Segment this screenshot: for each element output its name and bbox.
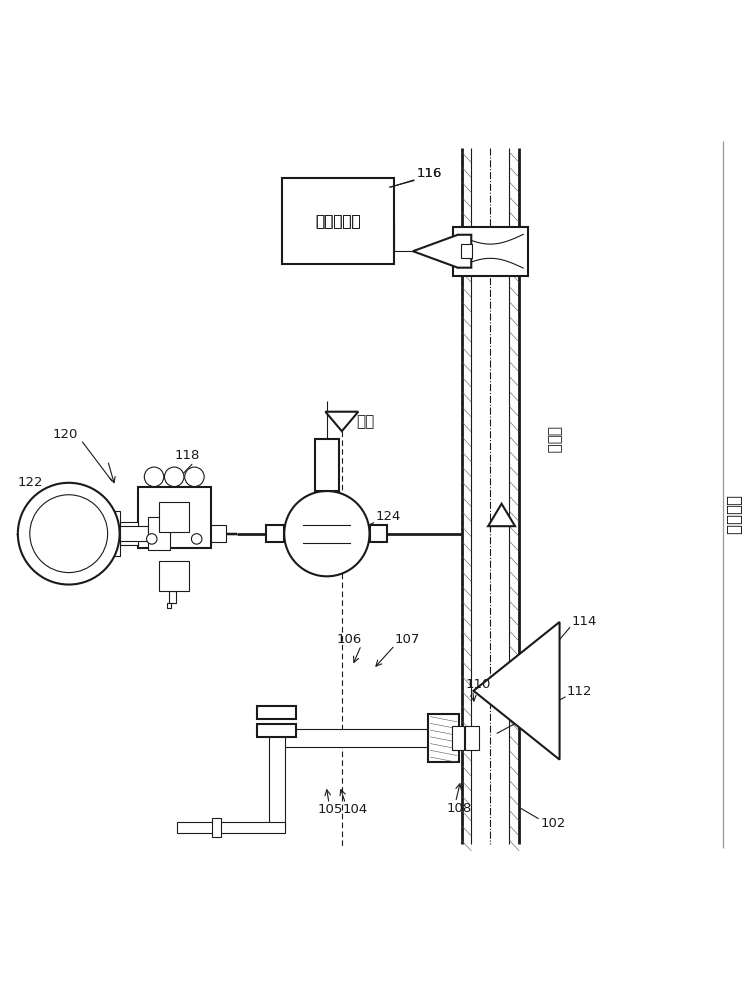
Circle shape bbox=[284, 491, 369, 576]
Bar bbox=[213, 818, 222, 837]
Text: 110: 110 bbox=[466, 678, 490, 691]
Polygon shape bbox=[325, 412, 358, 431]
Text: 122: 122 bbox=[18, 476, 44, 489]
Bar bbox=[167, 603, 171, 608]
Bar bbox=[453, 227, 528, 276]
Text: 蒸汽流: 蒸汽流 bbox=[546, 426, 561, 454]
Text: 温度传感器: 温度传感器 bbox=[315, 214, 361, 229]
Circle shape bbox=[144, 467, 164, 487]
Bar bbox=[177, 822, 285, 833]
Bar bbox=[282, 178, 394, 264]
Text: 112: 112 bbox=[567, 685, 593, 698]
Bar bbox=[169, 591, 176, 603]
Text: 116: 116 bbox=[417, 167, 442, 180]
Text: 现有技术: 现有技术 bbox=[724, 495, 742, 535]
Bar bbox=[148, 517, 170, 550]
Bar bbox=[461, 244, 472, 258]
Bar bbox=[315, 439, 339, 491]
Text: 107: 107 bbox=[394, 633, 420, 646]
Bar bbox=[269, 729, 285, 828]
Polygon shape bbox=[413, 235, 472, 268]
Text: 102: 102 bbox=[540, 817, 566, 830]
Circle shape bbox=[18, 483, 119, 585]
Bar bbox=[466, 726, 478, 750]
Text: 104: 104 bbox=[342, 803, 368, 816]
Text: 温度传感器: 温度传感器 bbox=[315, 214, 361, 229]
Circle shape bbox=[185, 467, 204, 487]
Bar bbox=[119, 522, 137, 545]
Bar bbox=[119, 526, 148, 541]
Text: 喷水: 喷水 bbox=[356, 414, 374, 429]
Polygon shape bbox=[474, 622, 559, 760]
Bar bbox=[137, 487, 211, 548]
Polygon shape bbox=[488, 504, 515, 526]
Text: 106: 106 bbox=[336, 633, 362, 646]
Circle shape bbox=[30, 495, 107, 573]
Text: 108: 108 bbox=[447, 802, 472, 815]
Bar bbox=[159, 561, 189, 591]
Bar bbox=[273, 729, 474, 747]
Bar bbox=[211, 525, 226, 542]
Bar bbox=[106, 511, 119, 556]
Text: 120: 120 bbox=[53, 428, 77, 441]
Bar bbox=[267, 525, 284, 542]
Text: 105: 105 bbox=[317, 803, 342, 816]
Text: 116: 116 bbox=[417, 167, 442, 180]
Bar bbox=[258, 706, 296, 719]
Bar bbox=[452, 726, 464, 750]
Text: 114: 114 bbox=[572, 615, 597, 628]
Text: 124: 124 bbox=[376, 510, 401, 523]
Bar bbox=[258, 724, 296, 737]
Circle shape bbox=[192, 534, 202, 544]
Bar bbox=[159, 502, 189, 532]
Bar bbox=[369, 525, 388, 542]
Text: 118: 118 bbox=[175, 449, 201, 462]
Circle shape bbox=[146, 534, 157, 544]
Circle shape bbox=[164, 467, 184, 487]
Bar bbox=[428, 714, 460, 762]
